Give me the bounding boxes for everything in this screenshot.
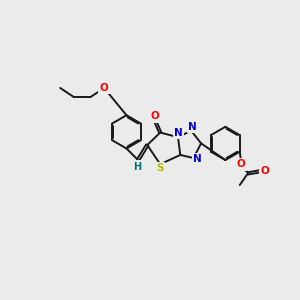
Text: O: O [100,83,109,93]
Text: N: N [174,128,183,138]
Text: S: S [157,164,164,173]
Text: H: H [133,161,141,172]
Text: O: O [150,111,159,122]
Text: N: N [188,122,197,132]
Text: N: N [193,154,202,164]
Text: O: O [236,159,245,169]
Text: O: O [261,166,269,176]
